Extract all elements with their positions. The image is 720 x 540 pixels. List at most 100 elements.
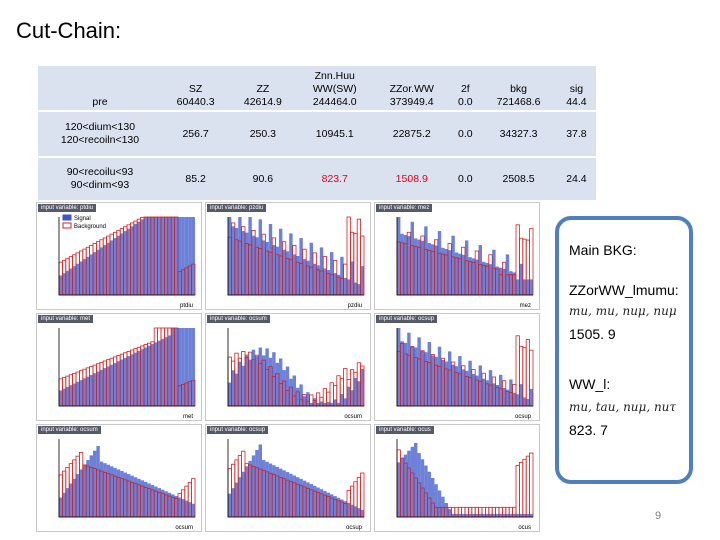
signal-bar [86,376,90,406]
plot-panel: ocsup input variable: ocsup [374,313,540,421]
signal-bar [296,477,300,517]
signal-bar [330,494,334,517]
signal-bar [488,513,493,517]
signal-bar [279,358,283,406]
signal-bar [62,492,66,517]
signal-bar [350,504,354,517]
signal-bar [62,388,66,406]
signal-bar [285,251,290,295]
signal-bar [417,453,421,517]
signal-bar [178,497,182,517]
plot-axes [58,439,195,518]
plot-header: input variable: ocsup [376,315,438,323]
table-row: pre SZ 60440.3 ZZ 42614.9 Znn.Huu WW(SW) 244… [38,66,596,112]
signal-bar [282,249,286,295]
callout-zz-label: ZZorWW_lmumu: [569,282,679,298]
signal-bar [171,494,175,517]
background-bar [525,339,530,407]
signal-bar [400,341,404,406]
signal-bar [133,477,138,517]
signal-bar [164,217,168,295]
signal-bar [251,455,256,517]
signal-bar [255,356,259,406]
signal-bar [86,256,90,295]
signal-bar [306,260,310,295]
signal-bar [231,226,235,295]
signal-bar [228,493,232,517]
table-cell: 2508.5 [480,157,557,202]
background-bar [356,218,361,296]
signal-bar [59,390,63,406]
signal-bar [347,502,351,517]
signal-bar [164,337,168,406]
signal-bar [275,246,279,295]
signal-bar [255,237,259,295]
signal-bar [79,469,83,517]
header-cell: SZ 60440.3 [162,66,230,112]
signal-bar [116,361,121,406]
signal-bar [448,351,452,406]
signal-bar [228,382,232,406]
signal-bar [397,462,401,517]
signal-bar [137,221,141,295]
signal-bar [106,242,110,295]
signal-bar [106,366,110,406]
signal-bar [347,279,351,295]
signal-bar [330,252,334,295]
signal-bar [82,378,87,406]
signal-bar [313,263,317,295]
signal-bar [265,461,269,517]
signal-bar [272,352,276,406]
signal-bar [471,513,476,517]
row-label: 120<dium<130 120<recoiln<130 [38,111,162,158]
signal-bar [154,342,158,406]
signal-bar [62,273,66,295]
signal-bar [316,265,320,295]
header-cell: ZZor.WW 373949.4 [373,66,451,112]
signal-bar [302,480,307,517]
signal-bar [299,238,303,295]
signal-bar [140,349,144,406]
signal-bar [414,442,418,517]
signal-bar [144,217,148,295]
plot-axes [396,217,533,296]
signal-bar [238,217,242,295]
signal-bar [258,219,262,295]
table-cell: 85.2 [162,157,230,202]
signal-bar [309,484,313,517]
signal-bar [96,249,100,295]
signal-bar [157,217,161,295]
table-cell: 250.3 [229,111,297,158]
signal-bar [127,356,131,406]
signal-bar [150,344,155,406]
legend-swatch [62,214,72,221]
signal-bar [471,258,476,295]
signal-bar [72,478,76,517]
background-bar [518,462,524,518]
signal-bar [451,513,455,517]
signal-bar [147,345,151,406]
signal-bar [454,366,459,406]
signal-bar [357,508,361,517]
signal-bar [333,496,337,517]
signal-bar [417,239,421,295]
signal-bar [309,242,313,295]
signal-bar [167,492,172,517]
signal-bar [184,217,189,295]
plot-axes [227,439,364,518]
signal-bar [343,277,347,295]
signal-bar [417,337,421,406]
signal-bar [482,261,486,295]
table-cell: 0.0 [450,157,481,202]
signal-bar [458,253,462,295]
signal-bar [403,234,408,295]
signal-bar [448,509,452,517]
callout-zz-value: 1505. 9 [569,326,616,342]
signal-bar [241,471,245,517]
signal-bar [161,217,165,295]
signal-bar [333,273,337,295]
signal-bar [512,272,516,295]
signal-bar [184,500,189,517]
signal-bar [72,266,76,295]
signal-bar [397,217,401,295]
